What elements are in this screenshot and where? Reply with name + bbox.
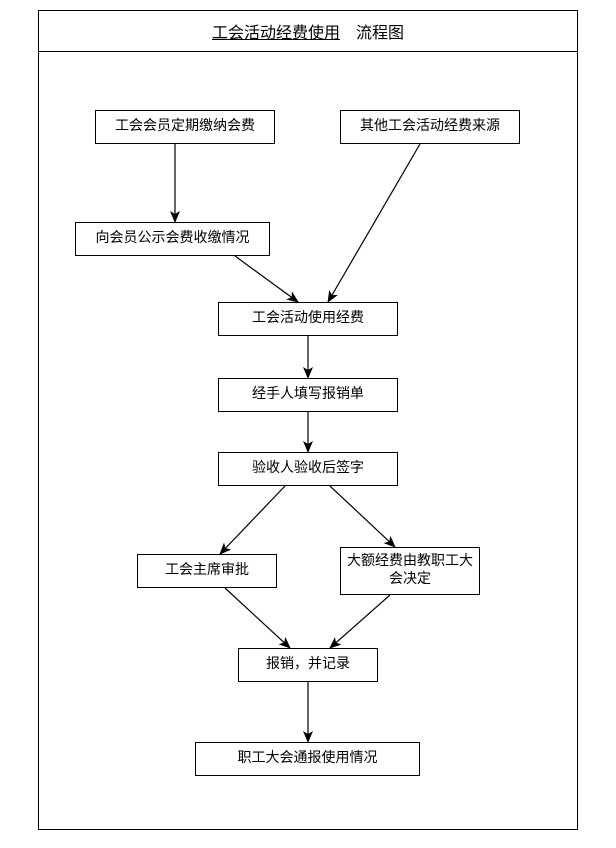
- node-n10: 职工大会通报使用情况: [195, 742, 420, 776]
- node-n1: 工会会员定期缴纳会费: [95, 110, 275, 144]
- title-underlined: 工会活动经费使用: [212, 19, 340, 43]
- node-n2: 其他工会活动经费来源: [340, 110, 520, 144]
- node-n5: 经手人填写报销单: [218, 378, 398, 412]
- title-gap: [340, 19, 356, 43]
- diagram-canvas: 工会活动经费使用 流程图 工会会员定期缴纳会费 其他工会活动经费来源向会员公示会费…: [0, 0, 616, 848]
- node-n9: 报销，并记录: [238, 648, 378, 682]
- title-plain: 流程图: [356, 19, 404, 43]
- node-n8: 大额经费由教职工大会决定: [340, 547, 480, 595]
- title-row: 工会活动经费使用 流程图: [39, 11, 577, 52]
- node-n4: 工会活动使用经费: [218, 302, 398, 336]
- node-n6: 验收人验收后签字: [218, 452, 398, 486]
- node-n3: 向会员公示会费收缴情况: [75, 222, 270, 256]
- node-n7: 工会主席审批: [137, 554, 277, 588]
